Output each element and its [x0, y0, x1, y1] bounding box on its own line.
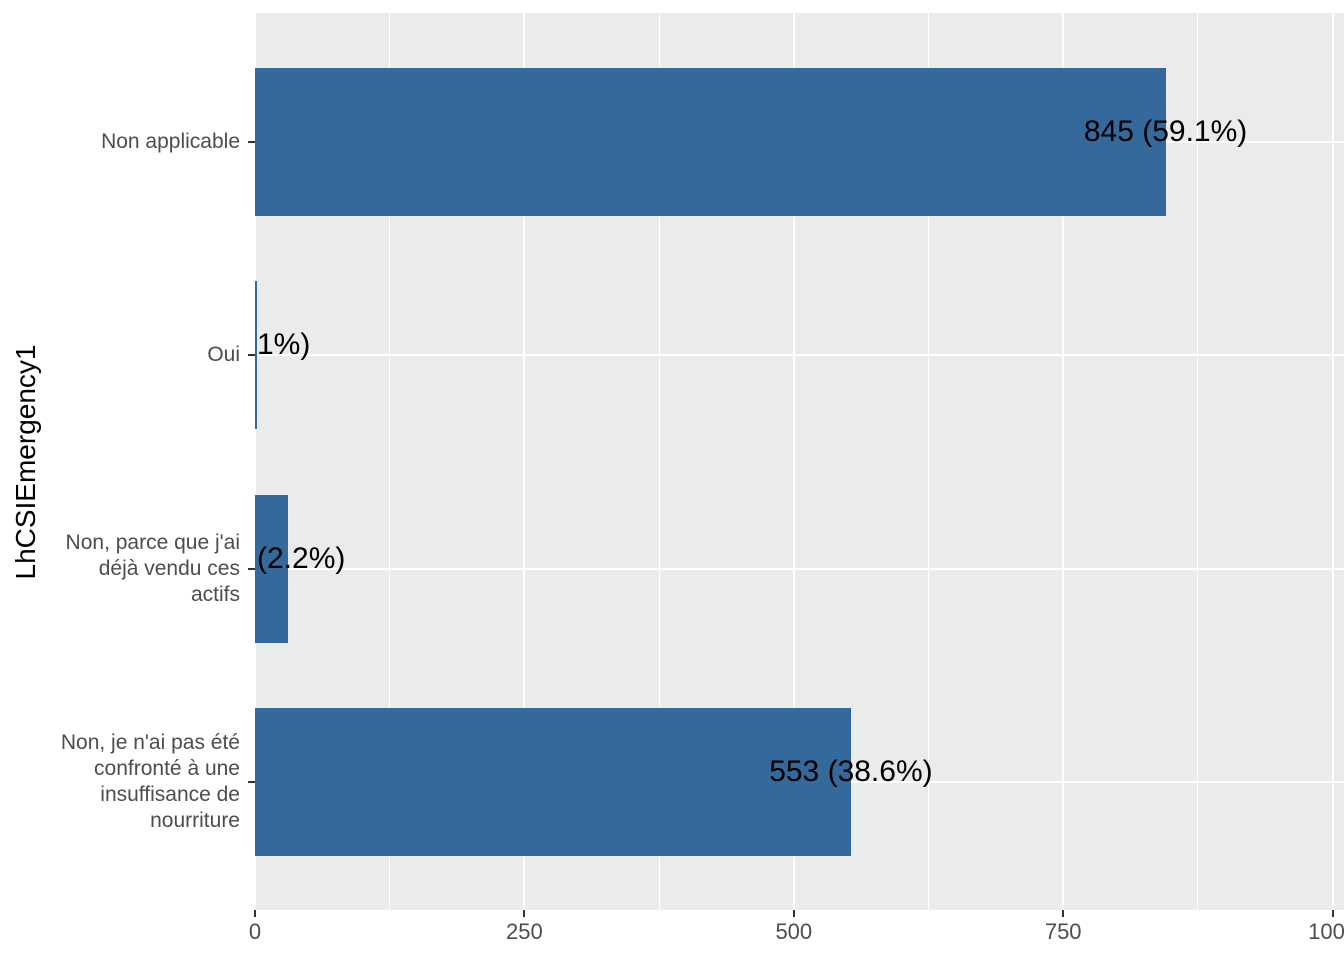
- x-tick-label: 0: [248, 919, 262, 944]
- gridline-major-vertical: [1062, 13, 1065, 910]
- x-axis-tick: [254, 910, 256, 917]
- gridline-minor-vertical: [658, 13, 660, 910]
- gridline-major-vertical: [255, 13, 256, 910]
- category-label-line: confronté à une: [94, 757, 240, 780]
- gridline-major-horizontal: [255, 354, 1344, 357]
- bar: [255, 708, 851, 856]
- x-axis-tick: [792, 910, 795, 917]
- x-tick-label: 1000: [1308, 919, 1344, 944]
- gridline-minor-vertical: [389, 13, 391, 910]
- category-label-line: Oui: [207, 343, 240, 366]
- category-label-line: nourriture: [150, 809, 240, 832]
- gridline-major-vertical: [1331, 13, 1334, 910]
- y-category-label: Non, parce que j'ai déjà vendu ces actif…: [28, 530, 240, 608]
- gridline-minor-vertical: [928, 13, 929, 910]
- y-axis-tick: [248, 354, 255, 357]
- gridline-minor-vertical: [1197, 13, 1199, 910]
- category-label-line: insuffisance de: [100, 783, 240, 806]
- y-axis-tick: [248, 781, 255, 783]
- bar: [255, 68, 1166, 216]
- bar-value-label: 553 (38.6%): [769, 755, 933, 788]
- y-axis-tick: [248, 567, 255, 570]
- category-label-line: Non, je n'ai pas été: [60, 731, 240, 754]
- plot-panel: 845 (59.1%) 1%) (2.2%) 553 (38.6%): [255, 13, 1344, 910]
- category-label-line: déjà vendu ces: [98, 557, 240, 580]
- y-axis-tick: [248, 141, 255, 143]
- x-tick-label: 250: [506, 919, 543, 944]
- bar-value-label: 845 (59.1%): [1083, 115, 1248, 148]
- x-axis-tick: [1331, 910, 1334, 917]
- gridline-major-vertical: [792, 13, 795, 910]
- bar-value-label: 1%): [257, 328, 311, 362]
- bar-value-label: (2.2%): [257, 541, 346, 575]
- gridline-major-vertical: [523, 13, 526, 910]
- x-axis-tick: [1062, 910, 1065, 917]
- y-category-label: Non applicable: [28, 129, 240, 155]
- category-label-line: Non, parce que j'ai: [65, 531, 240, 554]
- y-category-label: Non, je n'ai pas été confronté à une ins…: [28, 730, 240, 834]
- x-tick-label: 750: [1044, 919, 1082, 944]
- category-label-line: Non applicable: [101, 130, 240, 153]
- y-category-label: Oui: [28, 342, 240, 368]
- x-tick-label: 500: [775, 919, 813, 944]
- gridline-major-horizontal: [255, 567, 1344, 570]
- x-axis-tick: [523, 910, 526, 917]
- bar: [255, 281, 258, 430]
- bar: [255, 494, 289, 643]
- category-label-line: actifs: [190, 583, 240, 606]
